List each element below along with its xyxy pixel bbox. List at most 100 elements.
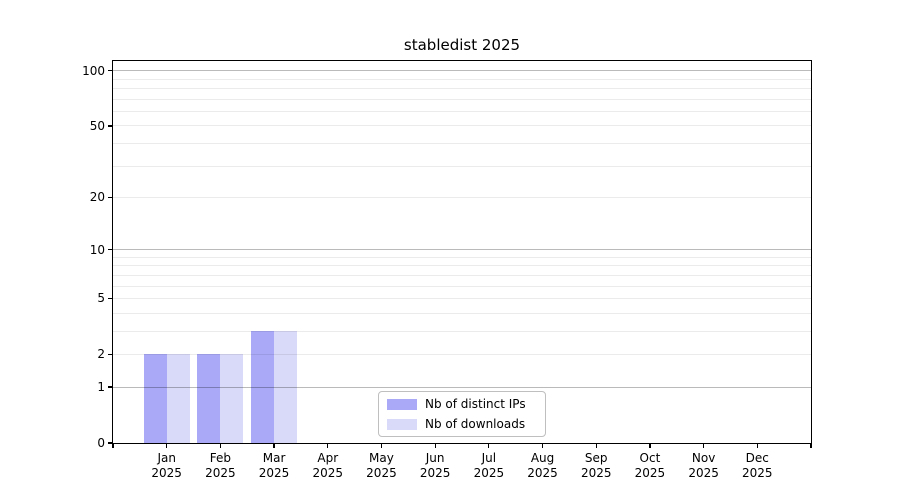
x-tick-mark bbox=[595, 443, 597, 448]
legend-swatch-downloads bbox=[387, 418, 417, 430]
x-tick-mark bbox=[434, 443, 436, 448]
x-tick-mark bbox=[649, 443, 651, 448]
plot-area: 0 1 2 5 10 20 50 100 Jan 2025 Feb 2025 Mar 2025 Apr 202… bbox=[82, 59, 813, 480]
x-tick-mark bbox=[219, 443, 222, 448]
gridline bbox=[113, 125, 811, 127]
gridline bbox=[113, 353, 811, 355]
x-tick-month: Mar bbox=[262, 451, 286, 465]
x-tick-month: Jan bbox=[157, 451, 176, 465]
y-tick-mark bbox=[108, 353, 113, 356]
x-tick-year: 2025 bbox=[634, 466, 666, 480]
gridline bbox=[113, 78, 811, 80]
y-tick-label: 2 bbox=[97, 347, 105, 362]
gridline bbox=[113, 142, 811, 144]
x-tick-year: 2025 bbox=[151, 466, 182, 480]
gridline bbox=[113, 249, 811, 251]
x-tick-mark bbox=[112, 443, 114, 448]
x-tick-year: 2025 bbox=[258, 466, 290, 480]
gridline bbox=[113, 256, 811, 258]
y-tick-mark bbox=[108, 442, 113, 444]
chart-title: stabledist 2025 bbox=[403, 36, 521, 54]
x-tick-mark bbox=[166, 443, 168, 448]
x-tick-mark bbox=[756, 443, 758, 448]
x-tick-label: Jul 2025 bbox=[457, 451, 521, 481]
gridline bbox=[113, 196, 811, 198]
gridline bbox=[113, 70, 811, 72]
x-tick-month: Nov bbox=[691, 451, 716, 465]
bar-distinct-ips bbox=[251, 331, 275, 443]
y-tick-label: 100 bbox=[82, 63, 105, 78]
bar-downloads bbox=[220, 354, 244, 443]
x-tick-label: Jan 2025 bbox=[135, 451, 199, 481]
x-tick-label: Feb 2025 bbox=[188, 451, 252, 481]
x-tick-month: Oct bbox=[639, 451, 661, 465]
y-tick-mark bbox=[108, 386, 113, 388]
gridline bbox=[113, 312, 811, 314]
gridline bbox=[113, 110, 811, 112]
y-tick-label: 20 bbox=[89, 190, 105, 205]
x-tick-month: Jul bbox=[481, 451, 497, 465]
x-tick-year: 2025 bbox=[473, 466, 505, 480]
x-tick-year: 2025 bbox=[688, 466, 719, 480]
y-tick-label: 5 bbox=[97, 291, 105, 306]
bar-downloads bbox=[166, 354, 190, 443]
legend-item-downloads: Nb of downloads bbox=[387, 416, 537, 433]
x-tick-label: Jun 2025 bbox=[403, 451, 467, 481]
gridline bbox=[113, 330, 811, 332]
gridline bbox=[113, 274, 811, 276]
x-tick-mark bbox=[327, 443, 329, 448]
x-tick-label: Mar 2025 bbox=[242, 451, 306, 481]
x-tick-label: Sep 2025 bbox=[564, 451, 628, 481]
gridline bbox=[113, 386, 811, 388]
gridline bbox=[113, 297, 811, 299]
x-tick-month: Jun bbox=[425, 451, 445, 465]
x-tick-label: Dec 2025 bbox=[725, 451, 789, 481]
legend-label-downloads: Nb of downloads bbox=[425, 416, 526, 431]
y-tick-mark bbox=[108, 297, 113, 300]
x-tick-month: May bbox=[369, 451, 394, 465]
x-tick-month: Aug bbox=[530, 451, 555, 465]
x-tick-label: Oct 2025 bbox=[618, 451, 682, 481]
gridline bbox=[113, 88, 811, 90]
x-tick-mark bbox=[541, 443, 544, 448]
y-tick-label: 50 bbox=[89, 118, 105, 133]
legend-item-distinct-ips: Nb of distinct IPs bbox=[387, 396, 537, 413]
gridline bbox=[113, 98, 811, 100]
legend: Nb of distinct IPs Nb of downloads bbox=[378, 391, 546, 437]
x-tick-year: 2025 bbox=[527, 466, 558, 480]
y-tick-label: 10 bbox=[89, 242, 105, 257]
x-tick-mark bbox=[380, 443, 383, 448]
x-tick-label: Nov 2025 bbox=[672, 451, 736, 481]
bar-distinct-ips bbox=[197, 354, 221, 443]
gridline bbox=[113, 285, 811, 287]
x-tick-mark bbox=[702, 443, 705, 448]
gridline bbox=[113, 165, 811, 167]
x-tick-mark bbox=[810, 443, 812, 448]
y-tick-label: 1 bbox=[97, 380, 105, 395]
x-tick-month: Dec bbox=[745, 451, 769, 465]
x-tick-label: May 2025 bbox=[349, 451, 413, 481]
x-tick-month: Feb bbox=[209, 451, 231, 465]
x-tick-month: Sep bbox=[584, 451, 608, 465]
x-tick-label: Aug 2025 bbox=[511, 451, 575, 481]
y-tick-mark bbox=[108, 70, 113, 72]
gridline bbox=[113, 265, 811, 267]
x-tick-year: 2025 bbox=[742, 466, 773, 480]
y-tick-label: 0 bbox=[97, 436, 105, 450]
y-tick-mark bbox=[108, 125, 113, 127]
bar-distinct-ips bbox=[143, 354, 167, 443]
x-tick-mark bbox=[488, 443, 490, 448]
y-tick-mark bbox=[108, 248, 113, 251]
y-tick-mark bbox=[108, 196, 113, 199]
x-tick-mark bbox=[273, 443, 275, 448]
legend-swatch-distinct-ips bbox=[387, 398, 417, 410]
x-tick-month: Apr bbox=[317, 451, 339, 465]
bar-downloads bbox=[274, 331, 298, 443]
x-tick-year: 2025 bbox=[366, 466, 397, 480]
x-tick-year: 2025 bbox=[205, 466, 236, 480]
x-tick-year: 2025 bbox=[419, 466, 451, 480]
x-tick-label: Apr 2025 bbox=[296, 451, 360, 481]
x-tick-year: 2025 bbox=[580, 466, 612, 480]
x-tick-year: 2025 bbox=[312, 466, 344, 480]
